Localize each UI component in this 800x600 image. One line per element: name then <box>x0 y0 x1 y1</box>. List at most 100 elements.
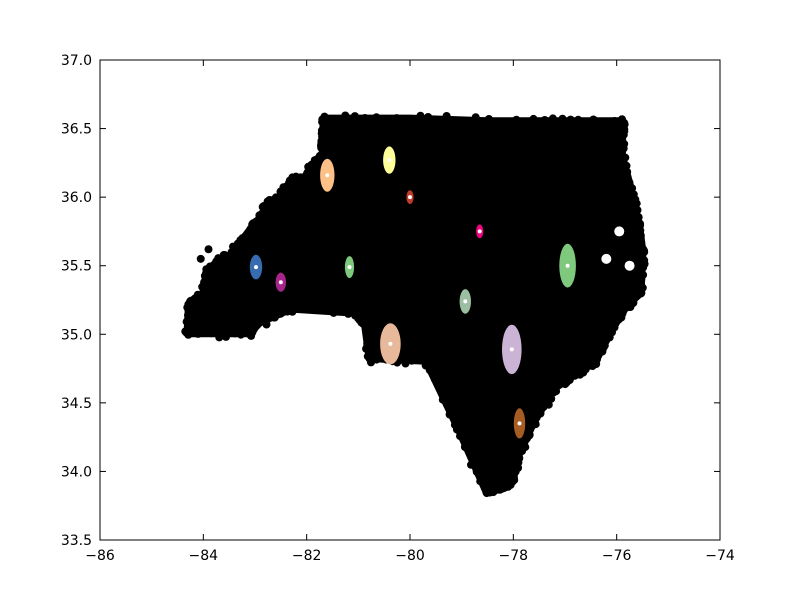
background-point <box>502 119 511 128</box>
background-point <box>194 329 203 338</box>
background-point <box>329 308 338 317</box>
background-point <box>442 112 451 120</box>
background-point <box>215 333 224 342</box>
background-point <box>422 358 431 367</box>
background-point <box>276 206 285 215</box>
cluster-center-5 <box>387 158 392 163</box>
y-tick-label: 34.0 <box>61 464 92 480</box>
background-point <box>445 410 454 419</box>
y-tick-label: 37.0 <box>61 53 92 69</box>
background-point <box>414 354 423 363</box>
background-point <box>528 420 537 429</box>
background-point <box>589 115 598 124</box>
background-point <box>317 150 326 159</box>
background-point <box>313 304 322 313</box>
background-point <box>344 309 353 318</box>
background-point <box>581 118 590 127</box>
background-point <box>460 443 469 451</box>
background-point <box>621 153 630 162</box>
y-tick-label: 34.5 <box>61 396 92 412</box>
background-point <box>518 447 527 455</box>
water-gap <box>601 253 612 264</box>
y-tick-label: 36.0 <box>61 190 92 206</box>
background-point <box>472 467 481 476</box>
x-tick-label: −84 <box>189 548 219 564</box>
x-tick-label: −82 <box>292 548 322 564</box>
background-point <box>484 115 493 123</box>
background-point <box>341 111 350 120</box>
cluster-center-1 <box>254 265 258 270</box>
background-point <box>361 114 369 122</box>
y-tick-label: 35.5 <box>61 259 92 275</box>
background-point <box>637 238 645 246</box>
background-point <box>438 395 447 404</box>
background-point <box>597 118 605 127</box>
background-point <box>466 450 475 459</box>
background-point <box>363 352 372 361</box>
water-gap <box>614 226 625 237</box>
points-layer <box>181 111 649 498</box>
background-point <box>540 116 549 124</box>
cluster-center-11 <box>565 263 570 268</box>
background-point <box>481 484 490 493</box>
background-point <box>471 113 480 122</box>
background-point <box>637 275 646 284</box>
cluster-layer <box>249 146 576 439</box>
background-point <box>467 460 475 469</box>
y-tick-label: 36.5 <box>61 122 92 138</box>
background-point <box>491 119 500 127</box>
background-point <box>461 118 470 127</box>
background-point <box>610 321 619 330</box>
background-point <box>519 440 528 449</box>
cluster-center-3 <box>325 173 330 178</box>
y-tick-label: 35.0 <box>61 327 92 343</box>
background-point <box>529 114 538 123</box>
background-point <box>548 114 557 123</box>
background-point <box>350 112 359 121</box>
water-gap <box>624 260 635 271</box>
background-point <box>633 213 642 222</box>
background-point <box>522 434 531 443</box>
cluster-center-7 <box>388 341 393 346</box>
background-point <box>276 309 285 318</box>
background-point <box>258 211 267 220</box>
background-point <box>566 115 575 124</box>
background-point <box>622 303 631 312</box>
axis-layer: −86 −84 −82 −80 −78 −76 −74 33.5 34.0 34.5 35.0 35.… <box>61 53 735 564</box>
cluster-center-6 <box>408 195 412 200</box>
x-tick-label: −74 <box>705 548 735 564</box>
cluster-center-10 <box>509 347 514 352</box>
background-point <box>330 116 339 125</box>
background-point <box>184 310 193 319</box>
background-point <box>456 432 464 441</box>
background-point <box>431 375 439 384</box>
background-point <box>633 206 642 215</box>
x-tick-label: −80 <box>395 548 425 564</box>
cluster-center-12 <box>517 421 522 426</box>
cluster-center-8 <box>477 229 482 234</box>
x-tick-label: −86 <box>85 548 115 564</box>
background-point <box>619 130 628 139</box>
background-point <box>406 115 415 124</box>
background-point <box>351 310 360 319</box>
x-tick-label: −78 <box>499 548 529 564</box>
background-point <box>639 263 648 272</box>
background-point <box>372 113 381 122</box>
background-point <box>392 114 401 123</box>
background-point <box>639 245 648 254</box>
y-tick-label: 33.5 <box>61 533 92 549</box>
background-point <box>521 118 530 127</box>
cluster-center-9 <box>463 299 468 304</box>
background-point <box>222 332 230 341</box>
background-point <box>184 330 193 339</box>
background-point <box>207 329 216 338</box>
background-point <box>225 254 234 263</box>
background-point <box>204 245 213 254</box>
background-point <box>451 117 459 126</box>
background-point <box>539 403 548 411</box>
background-point <box>435 117 444 126</box>
background-point <box>631 292 640 301</box>
background-point <box>320 304 329 313</box>
background-point <box>416 111 425 120</box>
